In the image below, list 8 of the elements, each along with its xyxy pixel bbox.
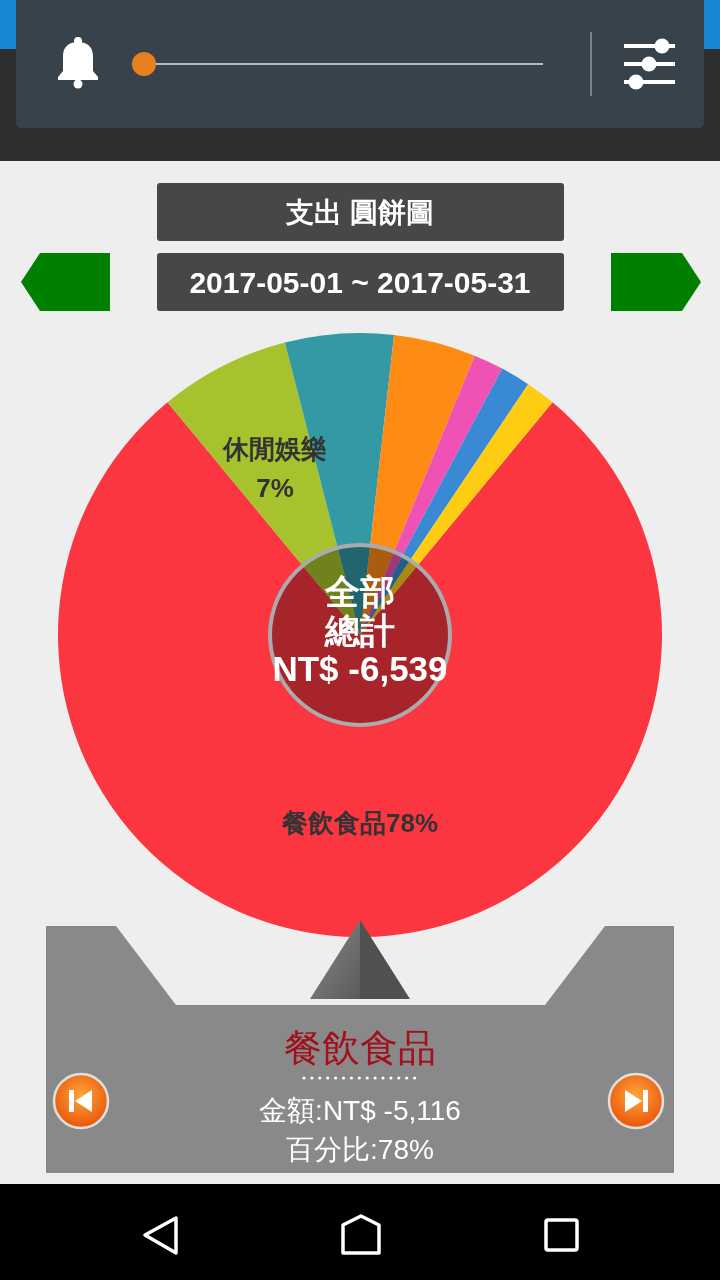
- legend-label: 餐飲食品: [284, 1027, 436, 1069]
- chart-title: 支出 圓餅圖: [285, 197, 434, 228]
- text: 百分比:78%: [286, 1134, 434, 1165]
- category-label: 餐飲食品78%: [281, 808, 439, 839]
- data-label: 7%: [256, 473, 294, 504]
- chart-subtitle: 2017-05-01 ~ 2017-05-31: [189, 266, 531, 299]
- text: 金額:NT$ -5,116: [259, 1095, 461, 1126]
- text: 總計: [324, 611, 395, 650]
